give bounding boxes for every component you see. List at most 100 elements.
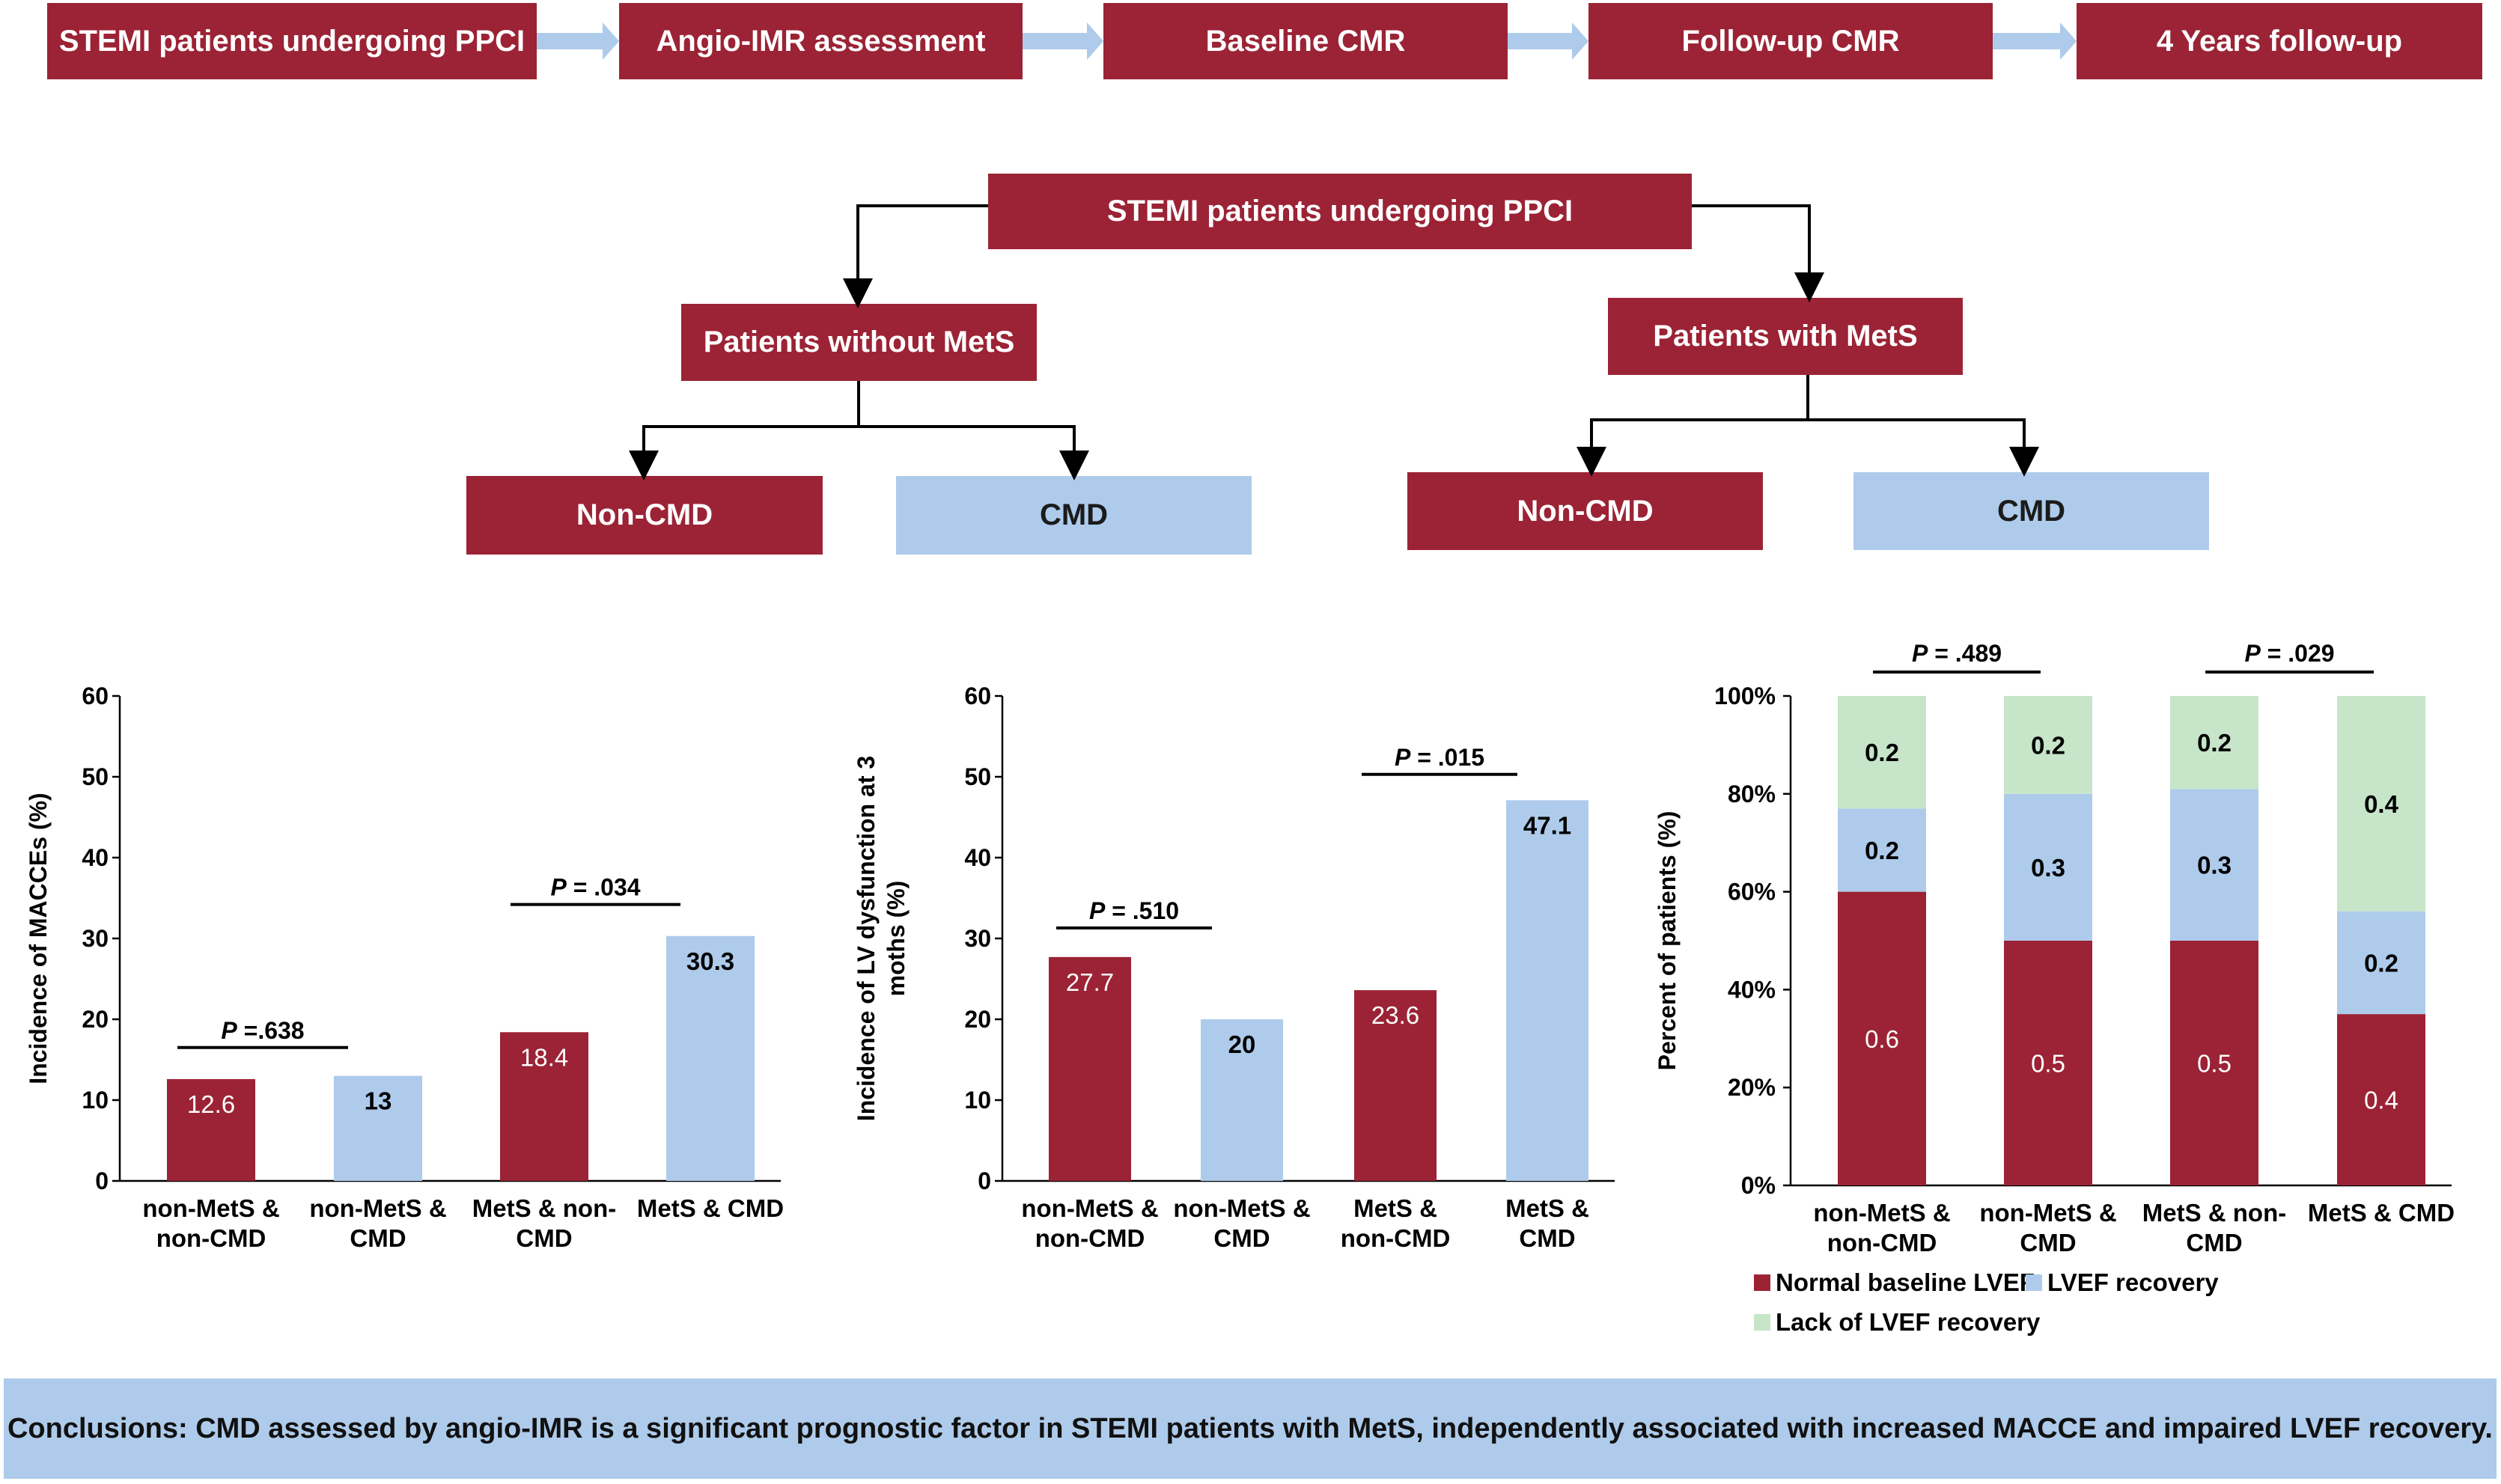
tree-right-group: Patients with MetS	[1608, 298, 1963, 375]
p-value-label: P = .510	[1089, 897, 1179, 924]
stacked-segment	[2170, 941, 2258, 1185]
y-tick-label: 50	[82, 763, 109, 790]
x-tick-label: non-CMD	[1341, 1224, 1451, 1252]
y-tick-label: 80%	[1728, 781, 1776, 807]
legend-swatch	[1754, 1314, 1770, 1331]
stacked-segment	[1838, 808, 1926, 892]
legend-label: LVEF recovery	[2047, 1268, 2219, 1296]
y-tick-label: 60	[82, 683, 109, 709]
bar	[1354, 990, 1437, 1181]
data-label: 23.6	[1371, 1001, 1419, 1029]
y-axis-label: Incidence of MACCEs (%)	[25, 793, 52, 1084]
y-tick-label: 60%	[1728, 879, 1776, 906]
y-tick-label: 20%	[1728, 1074, 1776, 1101]
p-value-label: P = .015	[1395, 744, 1484, 771]
y-tick-label: 0	[95, 1167, 109, 1194]
y-axis-label: Incidence of LV dysfunction at 3	[853, 756, 880, 1121]
bar	[167, 1078, 255, 1181]
y-tick-label: 20	[964, 1006, 991, 1033]
legend-label: Lack of LVEF recovery	[1776, 1308, 2041, 1336]
segment-label: 0.2	[1865, 739, 1899, 766]
timeline-step-2: Angio-IMR assessment	[619, 3, 1023, 79]
x-tick-label: non-MetS &	[1021, 1194, 1158, 1222]
data-label: 30.3	[686, 947, 734, 975]
timeline-arrows	[537, 22, 2077, 60]
x-tick-label: CMD	[1213, 1224, 1270, 1252]
tree-left-cmd: CMD	[896, 476, 1252, 555]
bar	[334, 1075, 422, 1181]
segment-label: 0.4	[2364, 1087, 2398, 1114]
tree-connectors	[629, 204, 2039, 480]
x-tick-label: CMD	[350, 1224, 406, 1252]
x-tick-label: non-MetS &	[142, 1194, 279, 1222]
stacked-segment	[1838, 891, 1926, 1185]
y-tick-label: 60	[964, 683, 991, 709]
segment-label: 0.4	[2364, 790, 2399, 818]
p-value-label: P =.638	[221, 1017, 304, 1044]
x-tick-label: non-MetS &	[309, 1194, 446, 1222]
timeline-step-4: Follow-up CMR	[1588, 3, 1993, 79]
y-tick-label: 40	[964, 844, 991, 871]
connector-left-split	[629, 381, 860, 480]
stacked-segment	[2337, 1014, 2425, 1185]
data-label: 27.7	[1066, 968, 1114, 996]
conclusion-text: Conclusions: CMD assessed by angio-IMR i…	[7, 1412, 2493, 1444]
y-tick-label: 30	[964, 925, 991, 952]
stacked-segment	[2170, 789, 2258, 941]
stacked-segment	[1838, 696, 1926, 809]
x-tick-label: non-CMD	[1827, 1229, 1937, 1256]
legend-swatch	[1754, 1274, 1770, 1291]
stacked-segment	[2337, 911, 2425, 1015]
data-label: 20	[1228, 1030, 1256, 1058]
bar	[666, 935, 755, 1181]
timeline-step-5: 4 Years follow-up	[2077, 3, 2482, 79]
legend-swatch	[2026, 1274, 2042, 1291]
conclusion-banner: Conclusions: CMD assessed by angio-IMR i…	[4, 1378, 2497, 1479]
segment-label: 0.3	[2197, 852, 2232, 879]
y-tick-label: 20	[82, 1006, 109, 1033]
tree-left-noncmd: Non-CMD	[466, 476, 823, 555]
chart-2: 0 10 20 30 40 50 60 Incidence of LV dysfunction…	[853, 683, 1615, 1252]
x-tick-label: CMD	[516, 1224, 572, 1252]
timeline-arrow-3	[1508, 22, 1588, 60]
x-tick-label: MetS & non-	[472, 1194, 616, 1222]
x-tick-label: non-CMD	[156, 1224, 266, 1252]
y-tick-label: 40%	[1728, 976, 1776, 1003]
y-axis-label: Percent of patients (%)	[1654, 811, 1681, 1071]
segment-label: 0.5	[2197, 1050, 2232, 1078]
connector-root-left	[843, 204, 988, 308]
p-value-label: P = .034	[550, 874, 640, 901]
timeline-arrow-2	[1023, 22, 1103, 60]
y-tick-label: 0%	[1741, 1172, 1776, 1199]
x-tick-label: non-CMD	[1035, 1224, 1145, 1252]
y-tick-label: 40	[82, 844, 109, 871]
y-tick-label: 0	[978, 1167, 991, 1194]
x-tick-label: CMD	[1519, 1224, 1575, 1252]
x-tick-label: non-MetS &	[1173, 1194, 1310, 1222]
p-value-label: P = .029	[2244, 640, 2334, 667]
segment-label: 0.2	[2364, 949, 2398, 977]
segment-label: 0.6	[1865, 1025, 1899, 1053]
stacked-segment	[2337, 696, 2425, 912]
stacked-segment	[2004, 941, 2092, 1185]
tree-right-cmd: CMD	[1853, 472, 2209, 550]
data-label: 18.4	[520, 1043, 568, 1071]
data-label: 12.6	[187, 1090, 235, 1118]
tree-root: STEMI patients undergoing PPCI	[988, 174, 1692, 249]
x-tick-label: non-MetS &	[1813, 1199, 1950, 1227]
x-tick-label: MetS & CMD	[637, 1194, 784, 1222]
charts: 0 10 20 30 40 50 60 Incidence of MACCEs (%) non-…	[25, 640, 2455, 1336]
bar	[500, 1032, 588, 1181]
legend-label: Normal baseline LVEF	[1776, 1268, 2035, 1296]
y-tick-label: 50	[964, 763, 991, 790]
connector-right-split	[1577, 375, 1809, 477]
timeline-arrow-1	[537, 22, 619, 60]
p-value-label: P = .489	[1912, 640, 2002, 667]
stacked-segment	[2170, 696, 2258, 790]
data-label: 47.1	[1523, 811, 1571, 839]
y-axis-label: moths (%)	[883, 881, 910, 997]
segment-label: 0.2	[2031, 731, 2065, 759]
connector-right-cmd	[1808, 418, 2039, 477]
segment-label: 0.2	[2197, 729, 2232, 757]
